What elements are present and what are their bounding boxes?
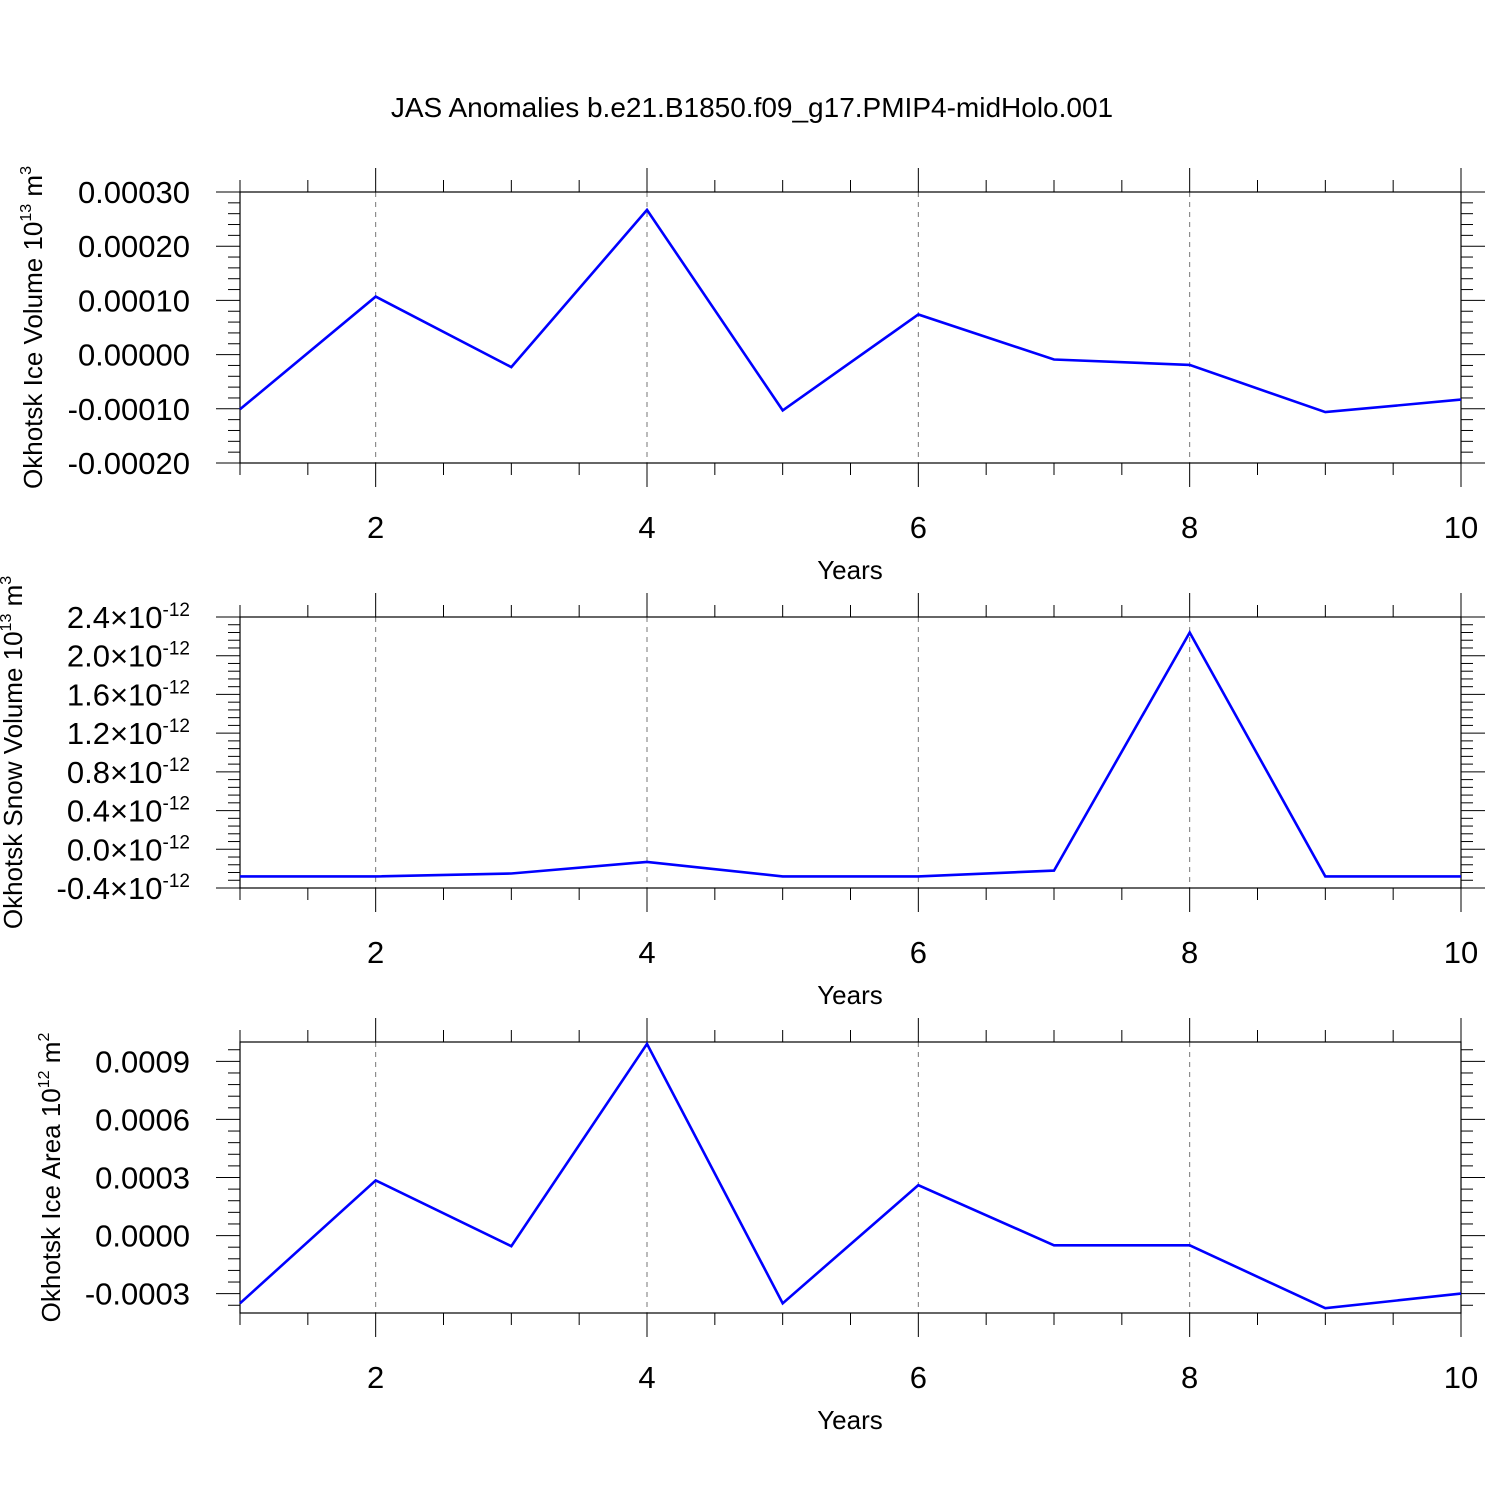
x-tick-label: 6 xyxy=(910,935,927,970)
x-tick-label: 8 xyxy=(1181,510,1198,545)
series-line xyxy=(240,629,1461,878)
x-tick-label: 2 xyxy=(367,510,384,545)
series-line xyxy=(239,1041,1462,1310)
y-tick-label: 0.0009 xyxy=(95,1044,190,1079)
x-tick-label: 8 xyxy=(1181,1360,1198,1395)
y-tick-label: 1.6×10-12 xyxy=(67,677,190,712)
series-line xyxy=(239,207,1462,414)
y-tick-label: 0.0000 xyxy=(95,1219,190,1254)
chart-panels: 2 4 6 8 10 Years -0.00020 -0.00010 0.00000 0.0001… xyxy=(0,166,1485,1435)
x-axis-label: Years xyxy=(817,980,883,1010)
plot-frame xyxy=(239,616,1462,889)
chart-panel-1: 2 4 6 8 10 Years -0.00020 -0.00010 0.00000 0.0001… xyxy=(18,166,1485,585)
y-tick-label: 2.4×10-12 xyxy=(67,600,190,635)
plot-frame xyxy=(239,191,1462,464)
x-axis-label: Years xyxy=(817,1405,883,1435)
y-tick-label: 0.0006 xyxy=(95,1102,190,1137)
y-axis-label: Okhotsk Ice Volume 1013 m3 xyxy=(18,166,48,489)
x-tick-label: 10 xyxy=(1444,510,1478,545)
x-tick-label: 2 xyxy=(367,935,384,970)
x-tick-label: 2 xyxy=(367,1360,384,1395)
y-tick-label: 1.2×10-12 xyxy=(67,716,190,751)
y-tick-label: 0.00020 xyxy=(78,229,190,264)
x-axis-label: Years xyxy=(817,555,883,585)
x-tick-label: 10 xyxy=(1444,1360,1478,1395)
x-tick-label: 4 xyxy=(638,1360,655,1395)
plot-frame xyxy=(239,1041,1462,1314)
x-tick-label: 6 xyxy=(910,510,927,545)
y-tick-label: -0.0003 xyxy=(85,1277,190,1312)
x-tick-label: 6 xyxy=(910,1360,927,1395)
x-tick-label: 8 xyxy=(1181,935,1198,970)
chart-panel-2: 2 4 6 8 10 Years -0.4×10-12 0.0×10-120.4×10-12 0… xyxy=(0,576,1485,1010)
x-tick-label: 4 xyxy=(638,510,655,545)
y-tick-label: -0.4×10-12 xyxy=(57,871,190,906)
x-tick-label: 4 xyxy=(638,935,655,970)
chart-panel-3: 2 4 6 8 10 Years -0.0003 0.0000 0.0003 0.0006 0.00… xyxy=(36,1018,1485,1435)
y-axis-label: Okhotsk Snow Volume 1013 m3 xyxy=(0,576,28,929)
y-tick-label: 0.4×10-12 xyxy=(67,794,190,829)
y-tick-label: 2.0×10-12 xyxy=(67,639,190,674)
x-tick-label: 10 xyxy=(1444,935,1478,970)
y-tick-label: -0.00020 xyxy=(68,446,190,481)
y-tick-label: 0.8×10-12 xyxy=(67,755,190,790)
y-tick-label: 0.00000 xyxy=(78,338,190,373)
y-tick-label: 0.0003 xyxy=(95,1161,190,1196)
chart-title: JAS Anomalies b.e21.B1850.f09_g17.PMIP4-… xyxy=(391,92,1113,123)
y-tick-label: 0.00030 xyxy=(78,175,190,210)
y-tick-label: 0.0×10-12 xyxy=(67,832,190,867)
y-tick-label: -0.00010 xyxy=(68,392,190,427)
y-axis-label: Okhotsk Ice Area 1012 m2 xyxy=(36,1033,66,1323)
y-tick-label: 0.00010 xyxy=(78,283,190,318)
